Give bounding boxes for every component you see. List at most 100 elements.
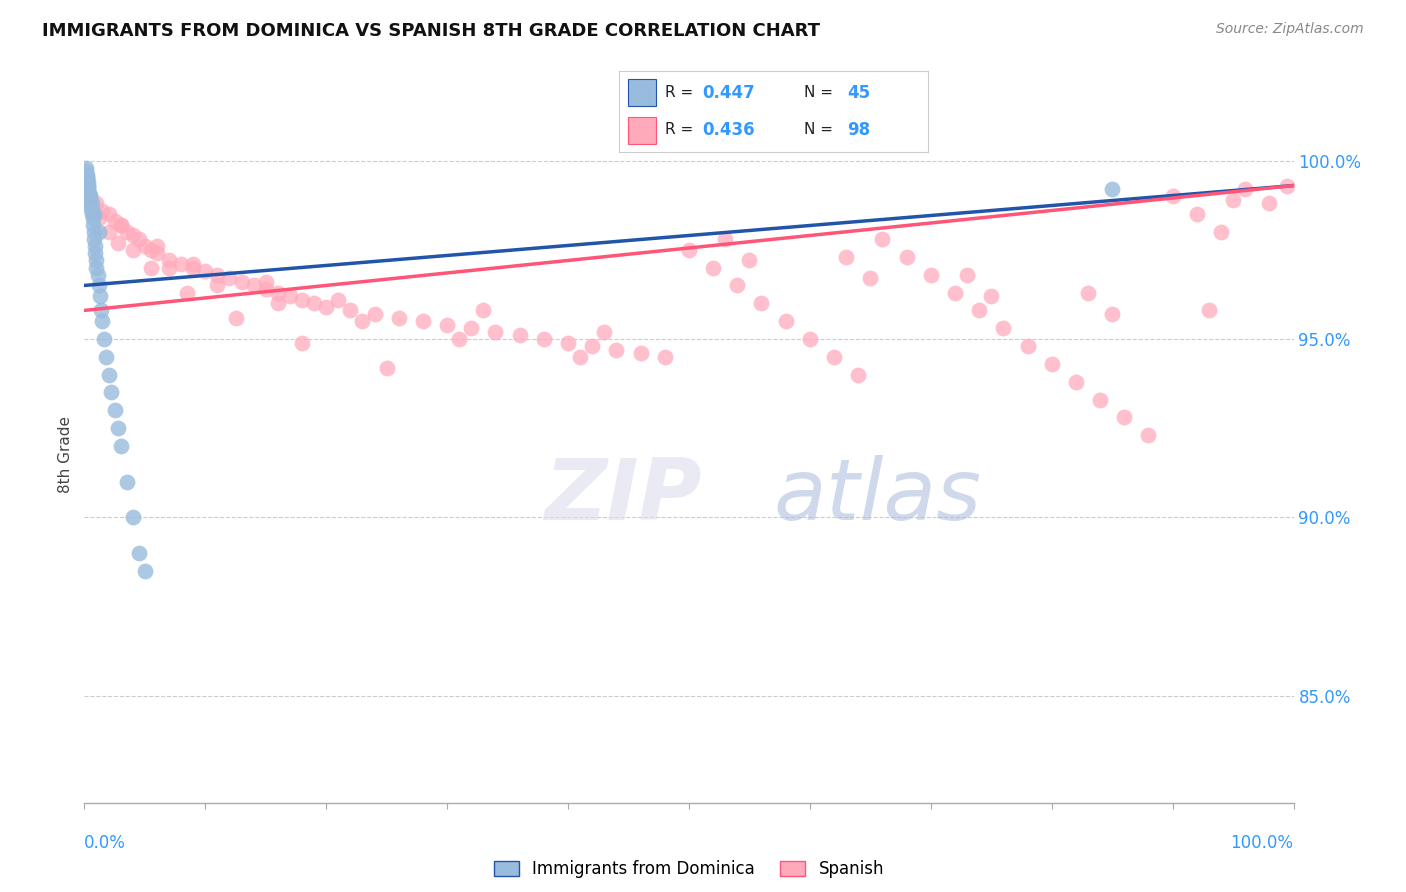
- Text: R =: R =: [665, 85, 699, 100]
- Point: [291, 293, 314, 307]
- Point: [725, 278, 748, 293]
- Point: [91, 314, 114, 328]
- Point: [170, 257, 193, 271]
- Point: [799, 332, 821, 346]
- Point: [86, 196, 108, 211]
- Text: 0.436: 0.436: [702, 121, 755, 139]
- Text: N =: N =: [804, 85, 838, 100]
- Point: [87, 225, 110, 239]
- Legend: Immigrants from Dominica, Spanish: Immigrants from Dominica, Spanish: [488, 854, 890, 885]
- Text: IMMIGRANTS FROM DOMINICA VS SPANISH 8TH GRADE CORRELATION CHART: IMMIGRANTS FROM DOMINICA VS SPANISH 8TH …: [42, 22, 820, 40]
- Point: [339, 303, 361, 318]
- Point: [1017, 339, 1039, 353]
- Point: [107, 421, 129, 435]
- Point: [83, 232, 105, 246]
- Point: [107, 235, 129, 250]
- Point: [90, 303, 112, 318]
- Point: [146, 239, 169, 253]
- Point: [581, 339, 603, 353]
- Point: [77, 178, 100, 193]
- Point: [181, 257, 204, 271]
- Point: [472, 303, 495, 318]
- Point: [134, 239, 156, 253]
- Point: [533, 332, 555, 346]
- Point: [77, 182, 100, 196]
- Text: N =: N =: [804, 122, 838, 137]
- Point: [267, 296, 290, 310]
- Point: [1101, 307, 1123, 321]
- Point: [569, 350, 592, 364]
- Point: [267, 285, 290, 300]
- Point: [1277, 178, 1299, 193]
- Point: [278, 289, 301, 303]
- Point: [775, 314, 797, 328]
- Point: [86, 253, 108, 268]
- Point: [1222, 193, 1244, 207]
- Bar: [628, 117, 655, 144]
- Text: 100.0%: 100.0%: [1230, 834, 1294, 852]
- Point: [77, 175, 100, 189]
- Point: [128, 232, 150, 246]
- Point: [751, 296, 773, 310]
- Point: [121, 228, 143, 243]
- Point: [714, 232, 737, 246]
- Point: [1040, 357, 1063, 371]
- Point: [100, 385, 122, 400]
- Point: [83, 225, 105, 239]
- Point: [509, 328, 531, 343]
- Point: [75, 164, 97, 178]
- Point: [1234, 182, 1257, 196]
- Point: [225, 310, 247, 325]
- Point: [993, 321, 1015, 335]
- Point: [97, 225, 120, 239]
- Point: [181, 260, 204, 275]
- Point: [194, 264, 217, 278]
- Point: [920, 268, 942, 282]
- Point: [80, 207, 103, 221]
- Point: [146, 246, 169, 260]
- Point: [104, 403, 127, 417]
- Text: R =: R =: [665, 122, 699, 137]
- Point: [1198, 303, 1220, 318]
- Point: [254, 275, 277, 289]
- Point: [352, 314, 374, 328]
- Point: [254, 282, 277, 296]
- Point: [89, 289, 111, 303]
- Point: [231, 275, 253, 289]
- Point: [115, 475, 138, 489]
- Point: [76, 171, 98, 186]
- Point: [630, 346, 652, 360]
- Point: [176, 285, 198, 300]
- Point: [967, 303, 990, 318]
- Point: [859, 271, 882, 285]
- Point: [79, 189, 101, 203]
- Point: [363, 307, 385, 321]
- Point: [605, 343, 627, 357]
- Point: [218, 271, 240, 285]
- Point: [943, 285, 966, 300]
- Point: [80, 203, 103, 218]
- Point: [110, 218, 132, 232]
- Point: [104, 214, 127, 228]
- Point: [157, 260, 180, 275]
- Point: [449, 332, 471, 346]
- Point: [82, 218, 104, 232]
- Point: [375, 360, 398, 375]
- Point: [80, 196, 103, 211]
- Point: [76, 171, 98, 186]
- Point: [436, 318, 458, 332]
- Point: [702, 260, 724, 275]
- Point: [896, 250, 918, 264]
- Point: [110, 218, 132, 232]
- Point: [207, 278, 229, 293]
- Point: [121, 243, 143, 257]
- Point: [1064, 375, 1087, 389]
- Point: [86, 268, 108, 282]
- Text: ZIP: ZIP: [544, 455, 702, 538]
- Point: [77, 189, 100, 203]
- Point: [121, 510, 143, 524]
- Point: [77, 186, 100, 200]
- Point: [557, 335, 579, 350]
- Point: [1114, 410, 1136, 425]
- Bar: [628, 79, 655, 106]
